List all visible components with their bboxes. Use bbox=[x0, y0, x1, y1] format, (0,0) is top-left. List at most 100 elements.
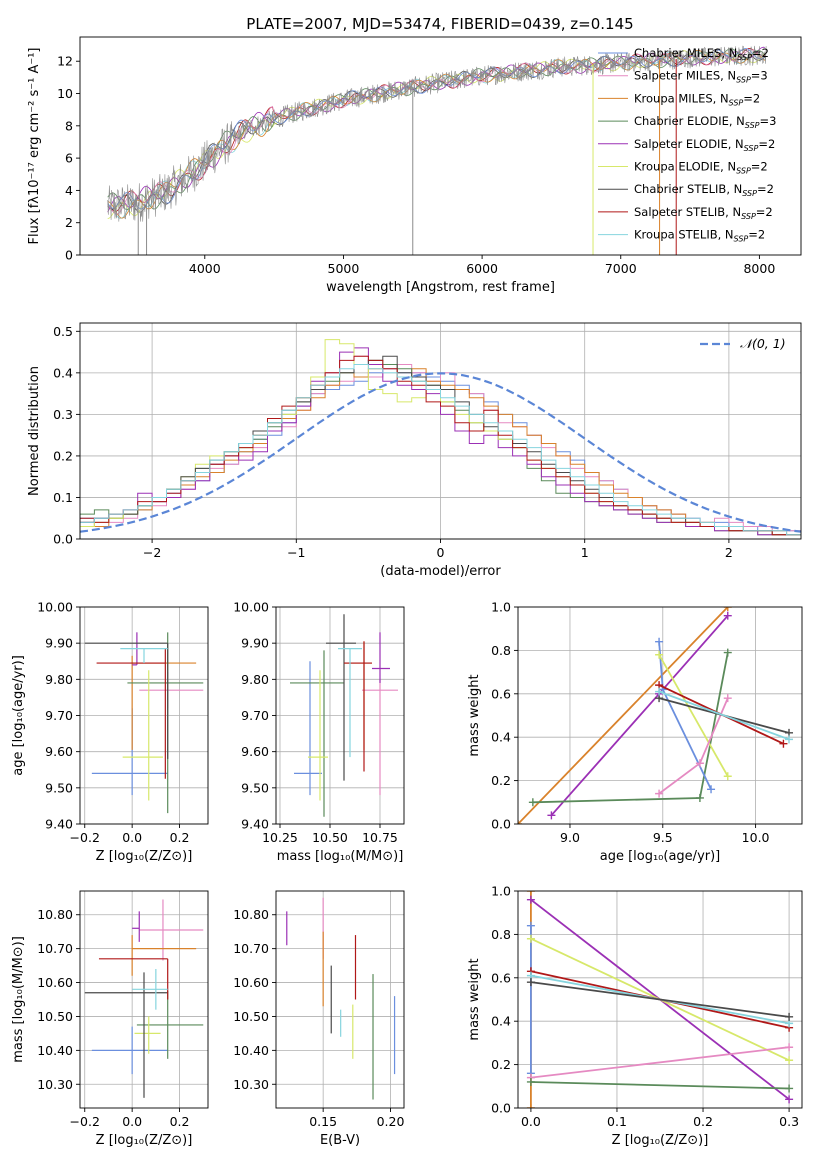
weight-line bbox=[658, 654, 729, 777]
weight-series bbox=[526, 921, 535, 1078]
weight-line bbox=[518, 607, 729, 824]
y-tick-label: 9.70 bbox=[241, 708, 269, 723]
legend-entry-label: Chabrier STELIB, NSSP=2 bbox=[634, 182, 774, 198]
y-tick-label: 4 bbox=[65, 183, 73, 198]
x-tick-label: 10.0 bbox=[742, 830, 770, 845]
y-tick-label: 10.00 bbox=[37, 600, 73, 615]
plus-marker bbox=[785, 1095, 794, 1104]
y-tick-label: 10.30 bbox=[37, 1077, 73, 1092]
mass-vs-ebv-panel: 0.15 0.20 10.30 10.40 10.50 10.60 10.70 10.80 E(… bbox=[233, 890, 405, 1148]
legend-entry-label: Chabrier MILES, NSSP=2 bbox=[634, 46, 769, 62]
errorbar-point bbox=[120, 647, 168, 664]
y-tick-label: 0.4 bbox=[491, 1014, 511, 1029]
y-tick-label: 9.60 bbox=[241, 744, 269, 759]
errorbar-point bbox=[308, 670, 328, 801]
weight-series bbox=[655, 650, 732, 781]
axes-frame bbox=[517, 890, 803, 1109]
y-tick-label: 10.30 bbox=[233, 1077, 269, 1092]
errorbar-point bbox=[362, 679, 398, 796]
y-tick-label: 0.6 bbox=[491, 970, 511, 985]
y-tick-label: 9.40 bbox=[45, 817, 73, 832]
x-tick-label: −2 bbox=[143, 545, 161, 560]
x-tick-label: 9.0 bbox=[560, 830, 580, 845]
plus-marker bbox=[785, 1012, 794, 1021]
axes-frame bbox=[275, 890, 405, 1109]
plot-area bbox=[107, 45, 767, 255]
x-axis-label: Z [log₁₀(Z/Z⊙)] bbox=[96, 849, 193, 864]
y-tick-label: 0.0 bbox=[53, 532, 73, 547]
weight-vs-age-panel: 9.0 9.5 10.0 0.0 0.2 0.4 0.6 0.8 1.0 age [log₁₀(a… bbox=[467, 600, 803, 864]
x-tick-label: 10.75 bbox=[362, 830, 398, 845]
plus-marker bbox=[547, 811, 556, 820]
y-axis-label: Normed distribution bbox=[27, 366, 42, 496]
x-tick-label: 0.3 bbox=[779, 1114, 799, 1129]
plot-area bbox=[526, 891, 794, 1108]
weight-line bbox=[530, 1081, 790, 1090]
y-tick-label: 10.50 bbox=[37, 1009, 73, 1024]
plus-marker bbox=[655, 687, 664, 696]
plus-marker bbox=[526, 895, 535, 904]
y-tick-label: 9.90 bbox=[45, 636, 73, 651]
axes-frame bbox=[517, 606, 803, 825]
plus-marker bbox=[785, 735, 794, 744]
plus-marker bbox=[723, 694, 732, 703]
histogram-step bbox=[80, 347, 801, 539]
weight-line bbox=[530, 981, 790, 1018]
y-tick-label: 1.0 bbox=[491, 600, 511, 615]
model-spectrum-line bbox=[107, 46, 765, 213]
weight-series bbox=[528, 648, 732, 807]
plus-marker bbox=[526, 891, 535, 895]
x-tick-label: 8000 bbox=[743, 261, 775, 276]
x-tick-label: 2 bbox=[725, 545, 733, 560]
y-axis-label: Flux [fλ10⁻¹⁷ erg cm⁻² s⁻¹ A⁻¹] bbox=[27, 48, 42, 245]
x-tick-label: 7000 bbox=[605, 261, 637, 276]
errorbar-point bbox=[294, 661, 322, 796]
legend-entry-label: Kroupa ELODIE, NSSP=2 bbox=[634, 160, 768, 176]
plus-marker bbox=[785, 1056, 794, 1065]
x-axis-label: Z [log₁₀(Z/Z⊙)] bbox=[612, 1133, 709, 1148]
y-tick-label: 10.60 bbox=[233, 975, 269, 990]
y-tick-label: 9.60 bbox=[45, 744, 73, 759]
y-tick-label: 0.8 bbox=[491, 643, 511, 658]
spectrum-legend: Chabrier MILES, NSSP=2 Salpeter MILES, NS… bbox=[598, 46, 776, 244]
plus-marker bbox=[785, 1084, 794, 1093]
y-tick-label: 0.2 bbox=[491, 773, 511, 788]
legend-entry-label: Chabrier ELODIE, NSSP=3 bbox=[634, 114, 776, 130]
plus-marker bbox=[526, 1104, 535, 1108]
y-axis-label: age [log₁₀(age/yr)] bbox=[11, 655, 26, 776]
plus-marker bbox=[695, 793, 704, 802]
y-tick-label: 0.5 bbox=[53, 324, 73, 339]
y-tick-label: 10.70 bbox=[37, 941, 73, 956]
x-tick-label: 0.1 bbox=[607, 1114, 627, 1129]
y-tick-label: 0.2 bbox=[53, 448, 73, 463]
plus-marker bbox=[723, 611, 732, 620]
plus-marker bbox=[779, 739, 788, 748]
y-tick-label: 9.40 bbox=[241, 817, 269, 832]
y-tick-label: 12 bbox=[57, 54, 73, 69]
weight-series bbox=[518, 607, 732, 824]
y-tick-label: 9.80 bbox=[241, 672, 269, 687]
y-tick-label: 10.50 bbox=[233, 1009, 269, 1024]
mass-vs-metallicity-panel: −0.2 0.0 0.2 10.30 10.40 10.50 10.60 10.70 10.80… bbox=[11, 890, 209, 1148]
x-tick-label: 10.25 bbox=[262, 830, 298, 845]
errorbar-point bbox=[326, 614, 356, 781]
legend-entry-label: Kroupa MILES, NSSP=2 bbox=[634, 91, 760, 107]
y-tick-label: 10.40 bbox=[37, 1043, 73, 1058]
y-tick-label: 0 bbox=[65, 248, 73, 263]
plus-marker bbox=[695, 759, 704, 768]
y-axis-label: mass [log₁₀(M/M⊙)] bbox=[11, 936, 26, 1063]
plot-area bbox=[80, 339, 801, 539]
x-tick-label: 0.2 bbox=[170, 1114, 190, 1129]
y-tick-label: 10 bbox=[57, 86, 73, 101]
legend-entry-label: Salpeter ELODIE, NSSP=2 bbox=[634, 137, 775, 153]
y-tick-label: 0.0 bbox=[491, 1101, 511, 1116]
x-tick-label: −0.2 bbox=[70, 830, 100, 845]
x-tick-label: 0.15 bbox=[309, 1114, 337, 1129]
plus-marker bbox=[526, 934, 535, 943]
x-axis-label: mass [log₁₀(M/M⊙)] bbox=[277, 849, 404, 864]
errorbar-point bbox=[344, 641, 372, 772]
figure-title: PLATE=2007, MJD=53474, FIBERID=0439, z=0… bbox=[246, 15, 633, 33]
errorbar-point bbox=[96, 648, 166, 779]
histogram-step bbox=[80, 364, 801, 539]
plot-area bbox=[290, 614, 398, 817]
